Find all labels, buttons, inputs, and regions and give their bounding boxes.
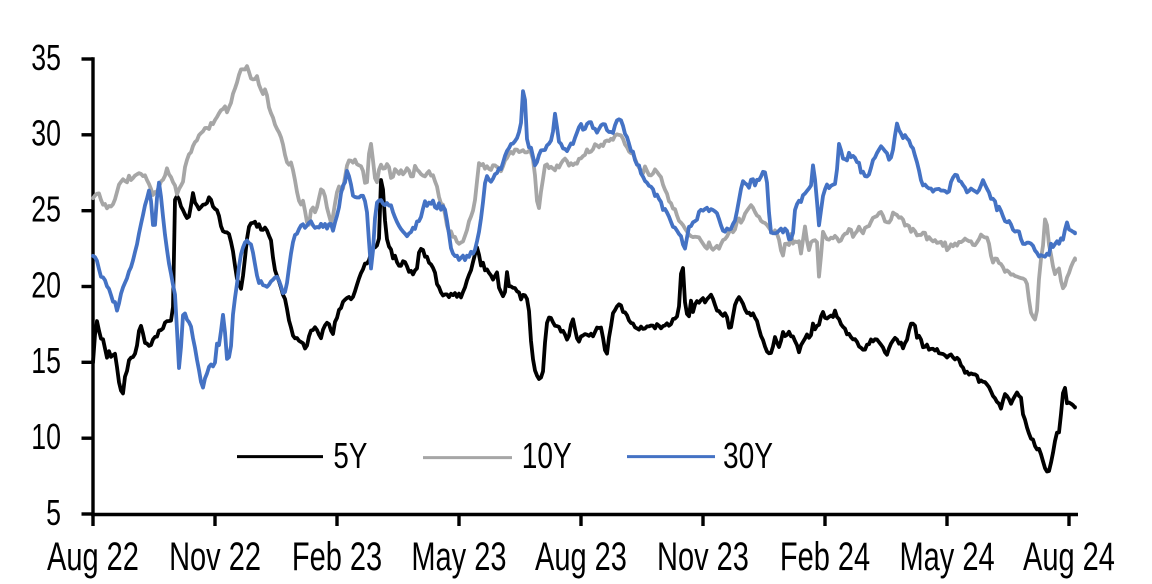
svg-text:Feb 23: Feb 23: [292, 535, 382, 579]
svg-text:May 24: May 24: [900, 535, 995, 579]
svg-text:Nov 23: Nov 23: [657, 535, 749, 579]
svg-text:15: 15: [31, 340, 61, 381]
svg-text:5Y: 5Y: [333, 435, 367, 476]
svg-text:Aug 22: Aug 22: [47, 535, 139, 579]
svg-text:10Y: 10Y: [522, 435, 572, 476]
svg-text:Feb 24: Feb 24: [780, 535, 870, 579]
svg-text:Aug 23: Aug 23: [535, 535, 627, 579]
svg-text:5: 5: [46, 492, 61, 533]
svg-text:Nov 22: Nov 22: [169, 535, 261, 579]
svg-text:May 23: May 23: [411, 535, 506, 579]
svg-text:20: 20: [31, 264, 61, 305]
svg-text:30: 30: [31, 113, 61, 154]
svg-text:25: 25: [31, 189, 61, 230]
svg-text:35: 35: [31, 37, 61, 78]
svg-text:Aug 24: Aug 24: [1023, 535, 1115, 579]
svg-text:30Y: 30Y: [723, 435, 773, 476]
svg-text:10: 10: [31, 416, 61, 457]
